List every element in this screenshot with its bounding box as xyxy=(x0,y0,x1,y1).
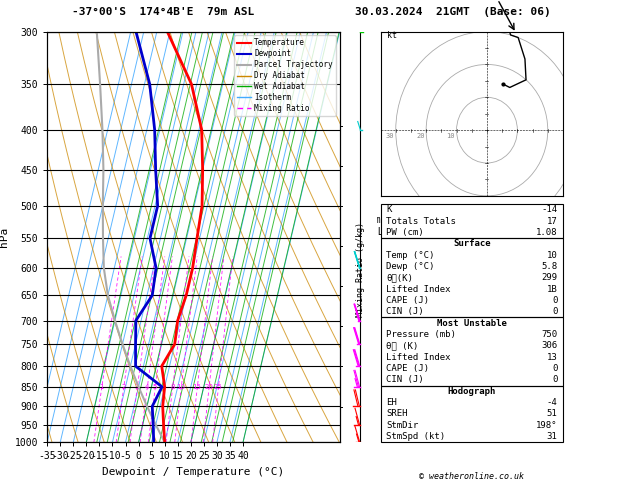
Text: StmDir: StmDir xyxy=(386,421,418,430)
Y-axis label: hPa: hPa xyxy=(0,227,9,247)
Text: Pressure (mb): Pressure (mb) xyxy=(386,330,456,339)
Text: θᴁ (K): θᴁ (K) xyxy=(386,341,418,350)
Text: 30.03.2024  21GMT  (Base: 06): 30.03.2024 21GMT (Base: 06) xyxy=(355,7,551,17)
Y-axis label: km
ASL: km ASL xyxy=(367,215,384,237)
Text: 30: 30 xyxy=(386,134,394,139)
Text: 0: 0 xyxy=(552,364,557,373)
Text: 5: 5 xyxy=(153,384,157,390)
Text: 10: 10 xyxy=(177,384,186,390)
Text: 51: 51 xyxy=(547,409,557,418)
Text: θᴁ(K): θᴁ(K) xyxy=(386,273,413,282)
Bar xyxy=(381,204,563,238)
Text: 0: 0 xyxy=(552,307,557,316)
Text: Lifted Index: Lifted Index xyxy=(386,285,450,294)
Text: 299: 299 xyxy=(542,273,557,282)
X-axis label: Dewpoint / Temperature (°C): Dewpoint / Temperature (°C) xyxy=(103,467,284,477)
Text: Lifted Index: Lifted Index xyxy=(386,353,450,362)
Text: 5.8: 5.8 xyxy=(542,262,557,271)
Text: Hodograph: Hodograph xyxy=(448,387,496,396)
Bar xyxy=(381,385,563,442)
Text: EH: EH xyxy=(386,398,397,407)
Text: 1B: 1B xyxy=(547,285,557,294)
Text: 25: 25 xyxy=(214,384,223,390)
Text: K: K xyxy=(386,205,391,214)
Text: 15: 15 xyxy=(192,384,201,390)
Text: 750: 750 xyxy=(542,330,557,339)
Text: -4: -4 xyxy=(547,398,557,407)
Text: 0: 0 xyxy=(552,375,557,384)
Text: StmSpd (kt): StmSpd (kt) xyxy=(386,432,445,441)
Text: 2: 2 xyxy=(121,384,126,390)
Text: 10: 10 xyxy=(547,251,557,260)
Text: -14: -14 xyxy=(542,205,557,214)
Text: kt: kt xyxy=(387,31,397,40)
Text: CAPE (J): CAPE (J) xyxy=(386,296,429,305)
Legend: Temperature, Dewpoint, Parcel Trajectory, Dry Adiabat, Wet Adiabat, Isotherm, Mi: Temperature, Dewpoint, Parcel Trajectory… xyxy=(234,35,336,116)
Text: CIN (J): CIN (J) xyxy=(386,375,424,384)
Text: -37°00'S  174°4B'E  79m ASL: -37°00'S 174°4B'E 79m ASL xyxy=(72,7,255,17)
Text: 0: 0 xyxy=(552,296,557,305)
Text: 20: 20 xyxy=(204,384,213,390)
Text: 13: 13 xyxy=(547,353,557,362)
Text: Surface: Surface xyxy=(453,239,491,248)
Text: 1.08: 1.08 xyxy=(536,228,557,237)
Text: 198°: 198° xyxy=(536,421,557,430)
Bar xyxy=(381,317,563,385)
Text: 4: 4 xyxy=(145,384,149,390)
Text: 20: 20 xyxy=(416,134,425,139)
Text: 31: 31 xyxy=(547,432,557,441)
Text: Temp (°C): Temp (°C) xyxy=(386,251,435,260)
Text: Most Unstable: Most Unstable xyxy=(437,319,507,328)
Text: 306: 306 xyxy=(542,341,557,350)
Text: SREH: SREH xyxy=(386,409,408,418)
Text: © weatheronline.co.uk: © weatheronline.co.uk xyxy=(420,472,524,481)
Text: CAPE (J): CAPE (J) xyxy=(386,364,429,373)
Text: 1: 1 xyxy=(99,384,104,390)
Text: CIN (J): CIN (J) xyxy=(386,307,424,316)
Bar xyxy=(381,238,563,317)
Text: Mixing Ratio (g/kg): Mixing Ratio (g/kg) xyxy=(355,222,365,317)
Text: 8: 8 xyxy=(170,384,175,390)
Text: Dewp (°C): Dewp (°C) xyxy=(386,262,435,271)
Text: 10: 10 xyxy=(447,134,455,139)
Text: PW (cm): PW (cm) xyxy=(386,228,424,237)
Text: LCL: LCL xyxy=(343,417,357,426)
Text: 17: 17 xyxy=(547,217,557,226)
Text: Totals Totals: Totals Totals xyxy=(386,217,456,226)
Text: 3: 3 xyxy=(135,384,139,390)
